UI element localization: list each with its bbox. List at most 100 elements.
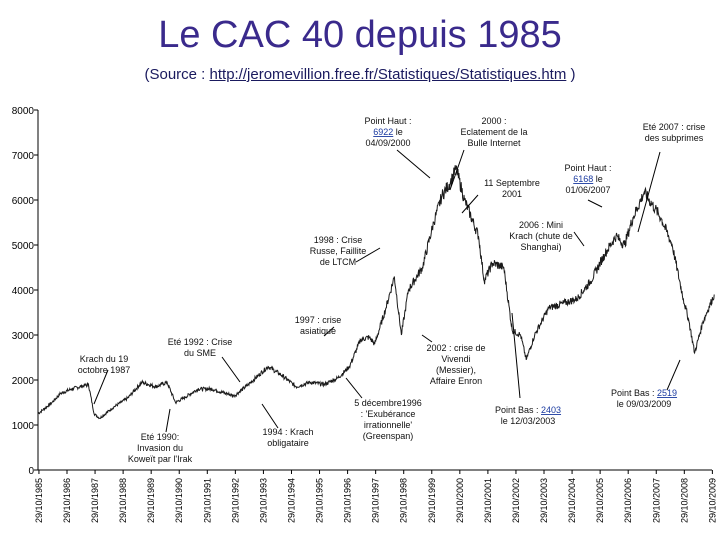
x-tick-label: 29/10/1985 xyxy=(34,478,44,523)
x-tick-label: 29/10/1993 xyxy=(258,478,268,523)
annotation-leader-pb2003 xyxy=(511,312,521,399)
annotation-line: 2001 xyxy=(502,189,522,199)
page-title: Le CAC 40 depuis 1985 xyxy=(158,14,562,56)
annotation-line: Russe, Faillite xyxy=(310,246,367,256)
annotation-ph2000: Point Haut :6922 le 04/09/2000 xyxy=(364,116,411,148)
annotation-line: asiatique xyxy=(300,326,336,336)
annotation-leader-krach1994 xyxy=(261,403,279,429)
annotation-line: 2000 : xyxy=(481,116,506,126)
annotation-vivendi2002: 2002 : crise de Vivendi (Messier), Affaire … xyxy=(426,343,485,386)
annotation-line: obligataire xyxy=(267,438,309,448)
x-tick-label: 29/10/1986 xyxy=(62,478,72,523)
annotation-sme1992: Eté 1992 : Crise du SME xyxy=(168,337,233,358)
x-tick-label: 29/10/2002 xyxy=(511,478,521,523)
annotation-line: 1998 : Crise xyxy=(314,235,363,245)
source-link[interactable]: http://jeromevillion.free.fr/Statistique… xyxy=(209,66,567,83)
annotation-rest: le xyxy=(593,174,603,184)
annotation-line: Invasion du xyxy=(137,443,183,453)
annotation-line: Point Bas : 2403 xyxy=(495,405,561,415)
annotation-line: Vivendi xyxy=(441,354,470,364)
annotation-line: irrationnelle' xyxy=(364,420,413,430)
annotation-line: Point Haut : xyxy=(564,163,611,173)
annotation-line: 01/06/2007 xyxy=(565,185,610,195)
annotation-ph2007: Point Haut :6168 le 01/06/2007 xyxy=(564,163,611,195)
x-tick-label: 29/10/1998 xyxy=(399,478,409,523)
annotation-line: 2002 : crise de xyxy=(426,343,485,353)
x-tick-label: 29/10/1989 xyxy=(146,478,156,523)
annotation-leader-greenspan1996 xyxy=(345,377,363,399)
annotation-line: Shanghai) xyxy=(520,242,561,252)
x-tick-label: 29/10/1992 xyxy=(230,478,240,523)
y-tick-label: 2000 xyxy=(12,376,35,387)
annotation-value: 6168 xyxy=(573,174,593,184)
annotation-line: le 09/03/2009 xyxy=(617,399,672,409)
y-tick-label: 7000 xyxy=(12,151,35,162)
annotation-line: Eté 1990: xyxy=(141,432,180,442)
annotation-leader-russie1998 xyxy=(355,247,381,263)
x-tick-labels: 29/10/1985 29/10/1986 29/10/1987 29/10/1988… xyxy=(34,470,717,523)
page-subtitle: (Source : http://jeromevillion.free.fr/S… xyxy=(0,66,720,83)
annotation-line: (Messier), xyxy=(436,365,476,375)
annotation-line: (Greenspan) xyxy=(363,431,414,441)
annotation-leader-sme1992 xyxy=(221,356,241,383)
y-tick-label: 6000 xyxy=(12,196,35,207)
annotation-krach2006: 2006 : Mini Krach (chute de Shanghai) xyxy=(509,220,573,252)
y-tick-label: 0 xyxy=(28,466,34,477)
annotation-krach1987: Krach du 19 octobre 1987 xyxy=(78,354,131,375)
subtitle-suffix: ) xyxy=(566,66,576,83)
x-tick-label: 29/10/2005 xyxy=(595,478,605,523)
x-tick-label: 29/10/2001 xyxy=(483,478,493,523)
annotation-leader-asie1997 xyxy=(323,326,335,337)
x-tick-label: 29/10/2007 xyxy=(651,478,661,523)
annotation-line: 1997 : crise xyxy=(295,315,342,325)
y-tick-label: 8000 xyxy=(12,106,35,117)
x-tick-label: 29/10/1991 xyxy=(202,478,212,523)
annotation-line: octobre 1987 xyxy=(78,365,131,375)
annotation-leader-krach2006 xyxy=(573,231,585,247)
annotation-eclat2000: 2000 : Eclatement de la Bulle Internet xyxy=(460,116,527,148)
y-tick-label: 3000 xyxy=(12,331,35,342)
x-tick-label: 29/10/1990 xyxy=(174,478,184,523)
series-lines xyxy=(37,165,715,420)
annotation-line: 6922 le xyxy=(373,127,403,137)
annotation-pb2003: Point Bas : 2403 le 12/03/2003 xyxy=(495,405,561,426)
annotation-line: du SME xyxy=(184,348,216,358)
subtitle-prefix: (Source : xyxy=(144,66,210,83)
x-tick-label: 29/10/1997 xyxy=(371,478,381,523)
x-tick-label: 29/10/2006 xyxy=(623,478,633,523)
annotation-line: : 'Exubérance xyxy=(361,409,416,419)
annotation-line: Eclatement de la xyxy=(460,127,527,137)
annotation-rest: Point Bas : xyxy=(611,388,657,398)
y-tick-label: 1000 xyxy=(12,421,35,432)
annotation-line: 04/09/2000 xyxy=(365,138,410,148)
annotation-leader-vivendi2002 xyxy=(421,334,433,343)
annotation-line: Affaire Enron xyxy=(430,376,482,386)
y-tick-label: 5000 xyxy=(12,241,35,252)
x-tick-label: 29/10/2000 xyxy=(455,478,465,523)
annotation-value: 2403 xyxy=(541,405,561,415)
annotation-line: Eté 1992 : Crise xyxy=(168,337,233,347)
annotation-line: Point Haut : xyxy=(364,116,411,126)
annotation-leader-pb2009 xyxy=(666,359,681,391)
annotation-line: Koweït par l'Irak xyxy=(128,454,193,464)
annotation-line: 1994 : Krach xyxy=(262,427,313,437)
x-tick-label: 29/10/2004 xyxy=(567,478,577,523)
annotation-leader-krach1987 xyxy=(93,369,109,405)
annotation-line: 11 Septembre xyxy=(484,178,540,188)
annotation-line: Bulle Internet xyxy=(467,138,521,148)
x-tick-label: 29/10/2008 xyxy=(679,478,689,523)
x-tick-label: 29/10/2009 xyxy=(707,478,717,523)
y-tick-labels: 0 1000 2000 3000 4000 5000 6000 7000 8000 xyxy=(12,106,38,477)
annotation-pb2009: Point Bas : 2519 le 09/03/2009 xyxy=(611,388,677,409)
x-tick-label: 29/10/2003 xyxy=(539,478,549,523)
annotation-leader-ph2007 xyxy=(587,199,603,208)
annotation-leader-ph2000 xyxy=(396,149,431,179)
cac40-series-line xyxy=(37,165,715,420)
annotation-asie1997: 1997 : crise asiatique xyxy=(295,315,342,336)
annotation-greenspan1996: 5 décembre1996: 'Exubérance irrationnelle… xyxy=(354,398,422,441)
annotation-rest: le xyxy=(393,127,403,137)
annotation-leader-sep2001 xyxy=(461,194,479,214)
x-tick-label: 29/10/1999 xyxy=(427,478,437,523)
annotation-line: 2006 : Mini xyxy=(519,220,563,230)
annotation-value: 2519 xyxy=(657,388,677,398)
